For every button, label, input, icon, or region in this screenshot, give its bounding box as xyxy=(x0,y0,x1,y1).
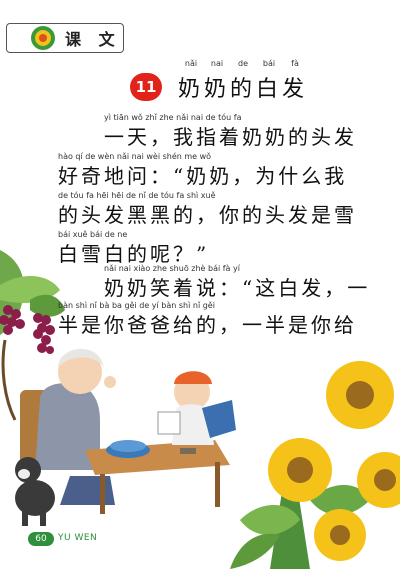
text-line: bái xuě bái de ne 白雪白的呢？” xyxy=(58,229,209,267)
line-text: 的头发黑黑的，你的头发是雪 xyxy=(58,203,357,227)
line-pinyin: hào qí de wèn nǎi nai wèi shén me wǒ xyxy=(58,152,212,161)
grape-vine xyxy=(0,250,65,421)
lesson-title: 奶奶的白发 xyxy=(178,77,309,102)
line-text: 奶奶笑着说：“这白发，一 xyxy=(104,276,371,300)
lesson-number-badge: 11 xyxy=(130,73,162,101)
title-pinyin: nǎi nai de bái fà xyxy=(184,59,299,68)
line-text: 一天，我指着奶奶的头发 xyxy=(104,125,357,149)
dog-figure xyxy=(15,457,55,526)
line-pinyin: nǎi nai xiào zhe shuō zhè bái fà yí xyxy=(104,264,240,273)
section-tag: 课 文 xyxy=(6,23,124,53)
text-line: nǎi nai xiào zhe shuō zhè bái fà yí 奶奶笑着… xyxy=(104,263,370,301)
line-text: 白雪白的呢？” xyxy=(58,242,210,266)
line-text: 好奇地问：“奶奶，为什么我 xyxy=(58,164,348,188)
line-pinyin: yì tiān wǒ zhǐ zhe nǎi nai de tóu fa xyxy=(104,113,242,122)
sunflower-icon xyxy=(31,26,55,50)
line-pinyin: de tóu fa hēi hēi de nǐ de tóu fa shì xu… xyxy=(58,191,216,200)
text-line: yì tiān wǒ zhǐ zhe nǎi nai de tóu fa 一天，… xyxy=(104,112,357,150)
section-label: 课 文 xyxy=(65,30,121,49)
text-line: hào qí de wèn nǎi nai wèi shén me wǒ 好奇地… xyxy=(58,151,347,189)
footer-label: YU WEN xyxy=(58,533,98,543)
text-line: bàn shì nǐ bà ba gěi de yí bàn shì nǐ gě… xyxy=(58,300,357,338)
sunflowers xyxy=(230,361,400,569)
text-line: de tóu fa hēi hēi de nǐ de tóu fa shì xu… xyxy=(58,190,357,228)
line-text: 半是你爸爸给的，一半是你给 xyxy=(58,313,357,337)
line-pinyin: bái xuě bái de ne xyxy=(58,230,128,239)
line-pinyin: bàn shì nǐ bà ba gěi de yí bàn shì nǐ gě… xyxy=(58,301,215,310)
table xyxy=(85,440,230,514)
boy-figure xyxy=(157,371,236,445)
page-number: 60 xyxy=(28,532,54,546)
